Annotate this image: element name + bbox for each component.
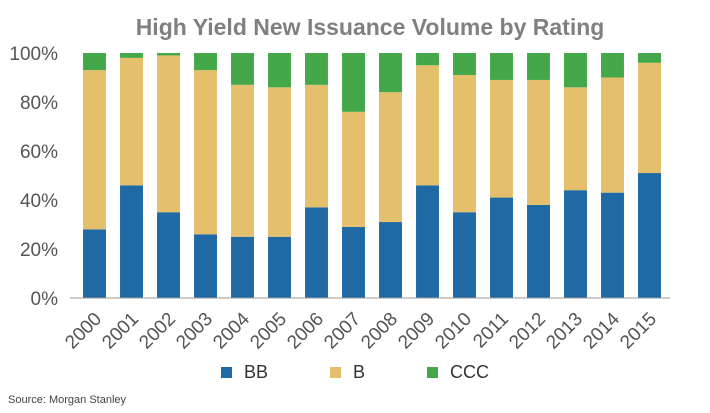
y-tick-label: 100%: [9, 44, 58, 65]
x-tick-label: 2005: [246, 309, 291, 354]
bar-b-2002: [157, 55, 180, 213]
bar-bb-2007: [342, 226, 365, 298]
bar-ccc-2012: [527, 53, 550, 80]
x-tick-label: 2000: [61, 309, 106, 354]
x-tick-label: 2015: [616, 309, 661, 354]
bar-b-2005: [268, 87, 291, 237]
x-tick-label: 2013: [542, 309, 587, 354]
x-tick-label: 2009: [394, 309, 439, 354]
x-tick-label: 2007: [320, 309, 365, 354]
bar-bb-2001: [120, 185, 143, 298]
bar-bb-2005: [268, 236, 291, 298]
bar-ccc-2001: [120, 53, 143, 58]
x-tick-label: 2012: [505, 309, 550, 354]
x-tick-label: 2011: [469, 309, 513, 353]
legend-swatch-b: [330, 367, 341, 378]
bar-bb-2012: [527, 204, 550, 298]
legend-label-bb: BB: [243, 362, 268, 382]
bar-b-2004: [231, 84, 254, 237]
legend-swatch-ccc: [427, 367, 439, 378]
bar-b-2012: [527, 79, 550, 205]
bar-bb-2002: [157, 212, 180, 298]
y-tick-label: 80%: [20, 93, 58, 114]
bar-bb-2000: [83, 229, 106, 298]
bar-bb-2010: [453, 212, 476, 298]
bar-ccc-2005: [268, 53, 291, 88]
bar-bb-2013: [564, 190, 587, 298]
x-tick-label: 2006: [283, 309, 328, 354]
bar-ccc-2014: [601, 53, 624, 78]
chart-legend: BB B CCC: [0, 362, 710, 383]
bar-bb-2014: [601, 192, 624, 298]
bar-bb-2006: [305, 207, 328, 298]
bar-b-2008: [379, 92, 402, 223]
bar-ccc-2003: [194, 53, 217, 71]
bar-ccc-2007: [342, 53, 365, 112]
bar-ccc-2015: [638, 53, 661, 63]
chart-source: Source: Morgan Stanley: [8, 394, 127, 406]
x-tick-label: 2002: [135, 309, 180, 354]
x-tick-label: 2008: [357, 309, 402, 354]
bar-bb-2015: [638, 173, 661, 298]
x-tick-label: 2014: [579, 308, 624, 353]
bar-ccc-2009: [416, 53, 439, 66]
bar-bb-2004: [231, 236, 254, 298]
bar-ccc-2013: [564, 53, 587, 88]
legend-item-bb: BB: [220, 362, 268, 383]
bar-ccc-2004: [231, 53, 254, 85]
x-tick-label: 2004: [209, 308, 254, 353]
legend-label-ccc: CCC: [450, 362, 490, 382]
y-tick-label: 40%: [20, 191, 58, 212]
x-tick-label: 2010: [431, 309, 476, 354]
bar-ccc-2008: [379, 53, 402, 93]
legend-swatch-bb: [220, 367, 232, 378]
bar-b-2000: [83, 70, 106, 230]
legend-label-b: B: [353, 362, 366, 382]
y-tick-label: 0%: [31, 289, 59, 310]
bar-bb-2003: [194, 234, 217, 298]
chart-title: High Yield New Issuance Volume by Rating: [135, 14, 605, 40]
x-tick-label: 2001: [98, 309, 143, 354]
bar-ccc-2010: [453, 53, 476, 76]
bar-ccc-2011: [490, 53, 513, 80]
bar-ccc-2000: [83, 53, 106, 71]
bar-bb-2011: [490, 197, 513, 298]
bar-bb-2008: [379, 222, 402, 298]
bar-b-2006: [305, 84, 328, 208]
bar-b-2003: [194, 70, 217, 235]
bar-b-2014: [601, 77, 624, 193]
legend-item-b: B: [330, 362, 365, 383]
bar-bb-2009: [416, 185, 439, 298]
bar-ccc-2002: [157, 53, 180, 56]
bar-b-2001: [120, 57, 143, 186]
bar-b-2007: [342, 111, 365, 227]
x-tick-label: 2003: [172, 309, 217, 354]
bar-b-2013: [564, 87, 587, 191]
bar-ccc-2006: [305, 53, 328, 85]
bar-b-2011: [490, 79, 513, 198]
bar-b-2010: [453, 75, 476, 213]
y-tick-label: 60%: [20, 142, 58, 163]
y-tick-label: 20%: [20, 240, 58, 261]
bar-b-2009: [416, 65, 439, 186]
bar-b-2015: [638, 62, 661, 174]
legend-item-ccc: CCC: [427, 362, 489, 383]
